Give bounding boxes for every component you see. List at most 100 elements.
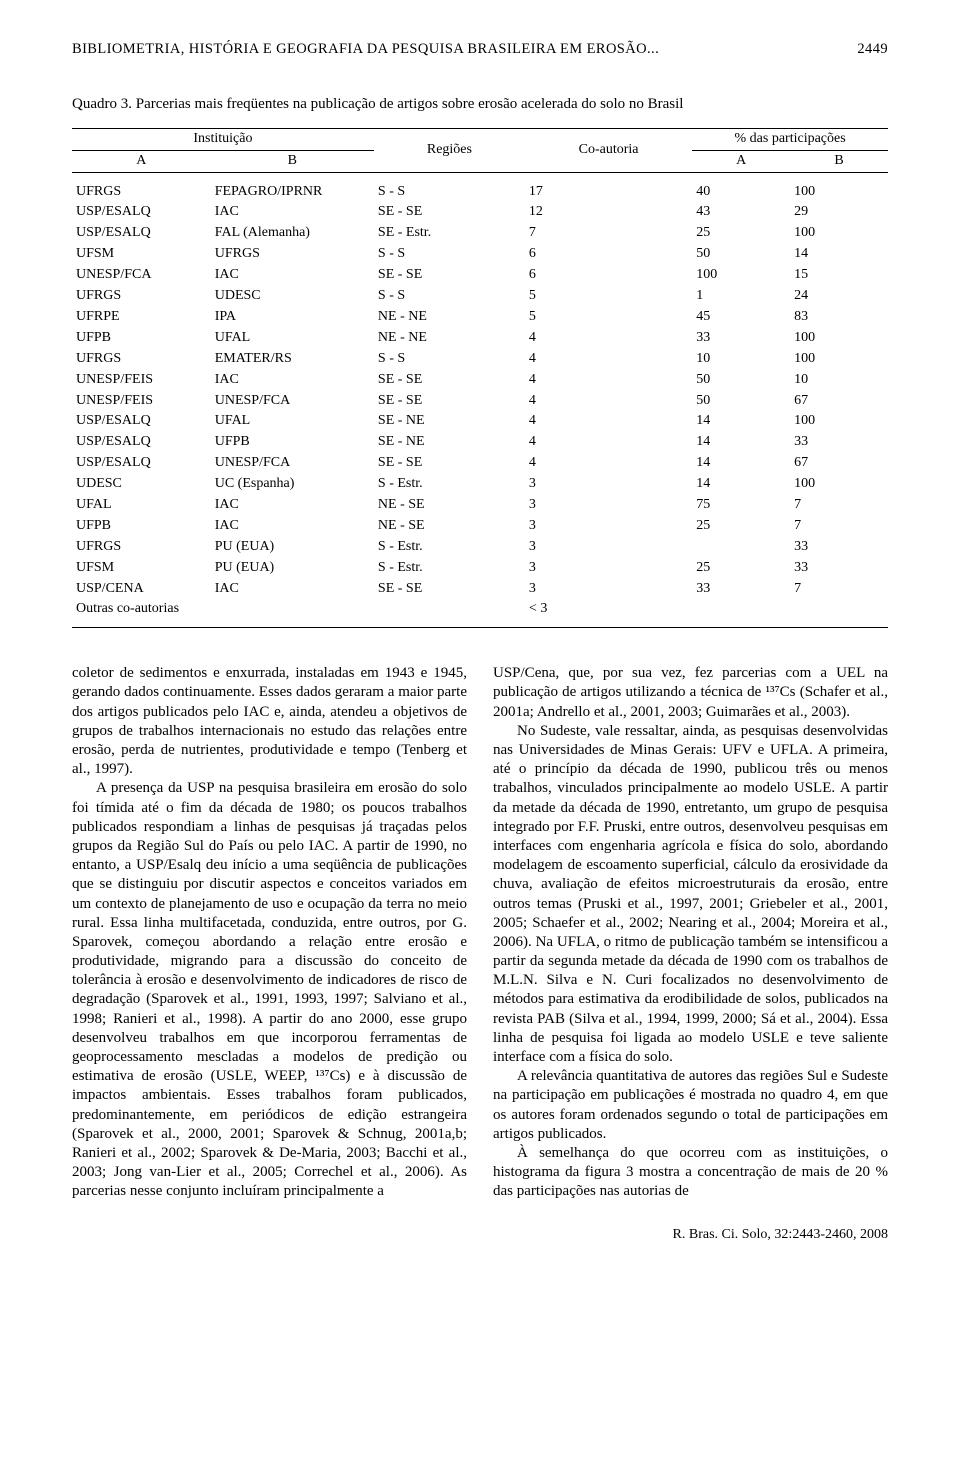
table-cell: 10 bbox=[692, 349, 790, 370]
table-cell: UNESP/FCA bbox=[72, 265, 211, 286]
table-cell: < 3 bbox=[525, 599, 692, 627]
table-cell: UFSM bbox=[72, 244, 211, 265]
body-paragraph: No Sudeste, vale ressaltar, ainda, as pe… bbox=[493, 722, 888, 1067]
table-cell: IAC bbox=[211, 202, 374, 223]
footer-citation-text: R. Bras. Ci. Solo, 32:2443-2460, 2008 bbox=[673, 1226, 888, 1245]
table-cell: USP/ESALQ bbox=[72, 202, 211, 223]
table-cell: UC (Espanha) bbox=[211, 474, 374, 495]
table-row: USP/ESALQUNESP/FCASE - SE41467 bbox=[72, 453, 888, 474]
table-cell: SE - SE bbox=[374, 391, 525, 412]
table-row: UFPBIACNE - SE3257 bbox=[72, 516, 888, 537]
table-cell: 4 bbox=[525, 328, 692, 349]
table-cell: 3 bbox=[525, 474, 692, 495]
partnerships-table-body: UFRGSFEPAGRO/IPRNRS - S1740100USP/ESALQI… bbox=[72, 172, 888, 628]
table-cell: S - S bbox=[374, 172, 525, 202]
table-cell: EMATER/RS bbox=[211, 349, 374, 370]
table-cell: 29 bbox=[790, 202, 888, 223]
table-cell: 14 bbox=[790, 244, 888, 265]
table-cell: 5 bbox=[525, 307, 692, 328]
table-row: UFPBUFALNE - NE433100 bbox=[72, 328, 888, 349]
table-cell: UFRPE bbox=[72, 307, 211, 328]
table-cell: 100 bbox=[692, 265, 790, 286]
table-cell: UNESP/FCA bbox=[211, 453, 374, 474]
table-row: USP/ESALQFAL (Alemanha)SE - Estr.725100 bbox=[72, 223, 888, 244]
table-cell: 33 bbox=[790, 537, 888, 558]
table-cell: S - S bbox=[374, 244, 525, 265]
table-cell: 33 bbox=[790, 558, 888, 579]
table-cell: 4 bbox=[525, 370, 692, 391]
table-row: UFRGSPU (EUA)S - Estr.333 bbox=[72, 537, 888, 558]
table-cell: 7 bbox=[525, 223, 692, 244]
table-cell: 25 bbox=[692, 558, 790, 579]
table-cell: NE - NE bbox=[374, 307, 525, 328]
table-cell: USP/ESALQ bbox=[72, 432, 211, 453]
body-paragraph: A presença da USP na pesquisa brasileira… bbox=[72, 779, 467, 1201]
table-row: UNESP/FCAIACSE - SE610015 bbox=[72, 265, 888, 286]
table-cell: 4 bbox=[525, 453, 692, 474]
table-cell: 15 bbox=[790, 265, 888, 286]
table-cell: 100 bbox=[790, 474, 888, 495]
table-row: UNESP/FEISUNESP/FCASE - SE45067 bbox=[72, 391, 888, 412]
body-paragraph: USP/Cena, que, por sua vez, fez parceria… bbox=[493, 664, 888, 722]
table-cell: NE - NE bbox=[374, 328, 525, 349]
table-cell: UFRGS bbox=[211, 244, 374, 265]
table-cell: S - S bbox=[374, 286, 525, 307]
partnerships-table: Instituição Regiões Co-autoria % das par… bbox=[72, 128, 888, 628]
table-cell: 6 bbox=[525, 265, 692, 286]
table-cell: 7 bbox=[790, 516, 888, 537]
table-cell: 17 bbox=[525, 172, 692, 202]
table-cell: UNESP/FEIS bbox=[72, 391, 211, 412]
table-cell: UNESP/FCA bbox=[211, 391, 374, 412]
table-cell: 100 bbox=[790, 349, 888, 370]
table-row: UFRPEIPANE - NE54583 bbox=[72, 307, 888, 328]
table-cell: UFPB bbox=[72, 328, 211, 349]
body-paragraph: A relevância quantitativa de autores das… bbox=[493, 1067, 888, 1144]
table-cell: IAC bbox=[211, 370, 374, 391]
table-cell: 67 bbox=[790, 453, 888, 474]
table-cell: 3 bbox=[525, 558, 692, 579]
table-cell: 75 bbox=[692, 495, 790, 516]
table-cell: 45 bbox=[692, 307, 790, 328]
table-cell: 33 bbox=[692, 328, 790, 349]
table-cell: S - Estr. bbox=[374, 474, 525, 495]
table-cell: IPA bbox=[211, 307, 374, 328]
table-cell: NE - SE bbox=[374, 516, 525, 537]
running-head: BIBLIOMETRIA, HISTÓRIA E GEOGRAFIA DA PE… bbox=[72, 40, 888, 60]
table-cell: S - Estr. bbox=[374, 558, 525, 579]
table-cell: 14 bbox=[692, 432, 790, 453]
table-cell: 10 bbox=[790, 370, 888, 391]
table-cell: 67 bbox=[790, 391, 888, 412]
table-cell: SE - SE bbox=[374, 453, 525, 474]
table-cell bbox=[211, 599, 374, 627]
table-row: UFALIACNE - SE3757 bbox=[72, 495, 888, 516]
table-cell: 43 bbox=[692, 202, 790, 223]
table-cell: NE - SE bbox=[374, 495, 525, 516]
table-cell: Outras co-autorias bbox=[72, 599, 211, 627]
col-header-instituicao: Instituição bbox=[72, 128, 374, 150]
footer-citation: R. Bras. Ci. Solo, 32:2443-2460, 2008 bbox=[72, 1226, 888, 1245]
col-header-coautoria: Co-autoria bbox=[525, 128, 692, 172]
table-cell bbox=[374, 599, 525, 627]
table-cell: 3 bbox=[525, 495, 692, 516]
table-cell: 4 bbox=[525, 391, 692, 412]
table-cell bbox=[790, 599, 888, 627]
table-cell: SE - SE bbox=[374, 202, 525, 223]
table-cell: 4 bbox=[525, 349, 692, 370]
col-header-participacoes: % das participações bbox=[692, 128, 888, 150]
table-cell: 50 bbox=[692, 370, 790, 391]
table-cell: UNESP/FEIS bbox=[72, 370, 211, 391]
table-row: UFRGSEMATER/RSS - S410100 bbox=[72, 349, 888, 370]
table-cell: 3 bbox=[525, 579, 692, 600]
table-cell: 33 bbox=[692, 579, 790, 600]
table-cell: UFRGS bbox=[72, 172, 211, 202]
table-cell: SE - NE bbox=[374, 411, 525, 432]
table-cell: UFAL bbox=[211, 328, 374, 349]
table-cell: 5 bbox=[525, 286, 692, 307]
quadro-caption: Quadro 3. Parcerias mais freqüentes na p… bbox=[72, 94, 888, 114]
table-cell: FEPAGRO/IPRNR bbox=[211, 172, 374, 202]
body-paragraph: À semelhança do que ocorreu com as insti… bbox=[493, 1144, 888, 1202]
table-cell: USP/ESALQ bbox=[72, 453, 211, 474]
table-cell: SE - Estr. bbox=[374, 223, 525, 244]
table-cell: PU (EUA) bbox=[211, 537, 374, 558]
page-number: 2449 bbox=[857, 40, 888, 60]
